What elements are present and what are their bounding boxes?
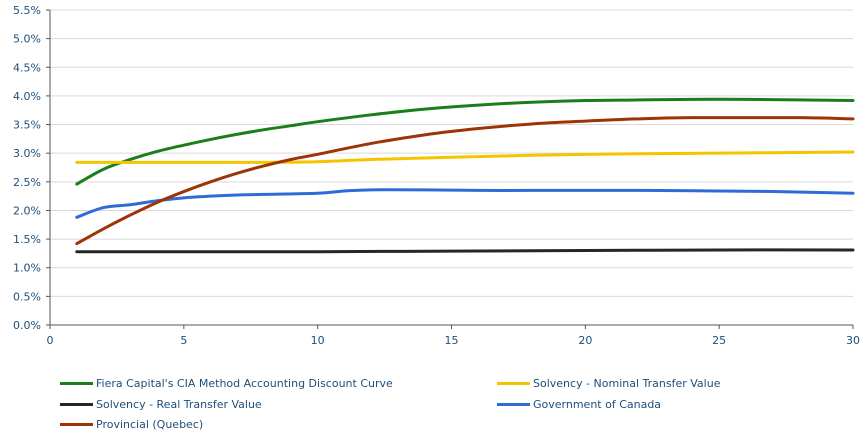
- y-tick-label: 0.0%: [13, 319, 41, 332]
- series-line-government-of-canada: [75, 188, 855, 219]
- series-line-fiera: [75, 97, 855, 186]
- y-tick-label: 2.5%: [13, 176, 41, 189]
- x-tick-label: 10: [311, 334, 325, 347]
- y-tick-label: 5.0%: [13, 33, 41, 46]
- y-tick-label: 4.0%: [13, 90, 41, 103]
- y-tick-label: 1.5%: [13, 233, 41, 246]
- x-tick-label: 30: [846, 334, 860, 347]
- x-tick-label: 5: [180, 334, 187, 347]
- x-tick-label: 20: [578, 334, 592, 347]
- y-tick-label: 3.5%: [13, 119, 41, 132]
- y-tick-label: 4.5%: [13, 61, 41, 74]
- x-tick-label: 0: [47, 334, 54, 347]
- x-tick-label: 15: [445, 334, 459, 347]
- x-tick-label: 25: [712, 334, 726, 347]
- y-tick-label: 5.5%: [13, 4, 41, 17]
- series-line-solvency-nominal: [75, 150, 855, 164]
- series-line-provincial-quebec: [75, 116, 855, 246]
- y-tick-label: 1.0%: [13, 262, 41, 275]
- series-line-solvency-real: [75, 248, 855, 254]
- y-tick-label: 3.0%: [13, 147, 41, 160]
- y-tick-label: 2.0%: [13, 204, 41, 217]
- y-tick-label: 0.5%: [13, 290, 41, 303]
